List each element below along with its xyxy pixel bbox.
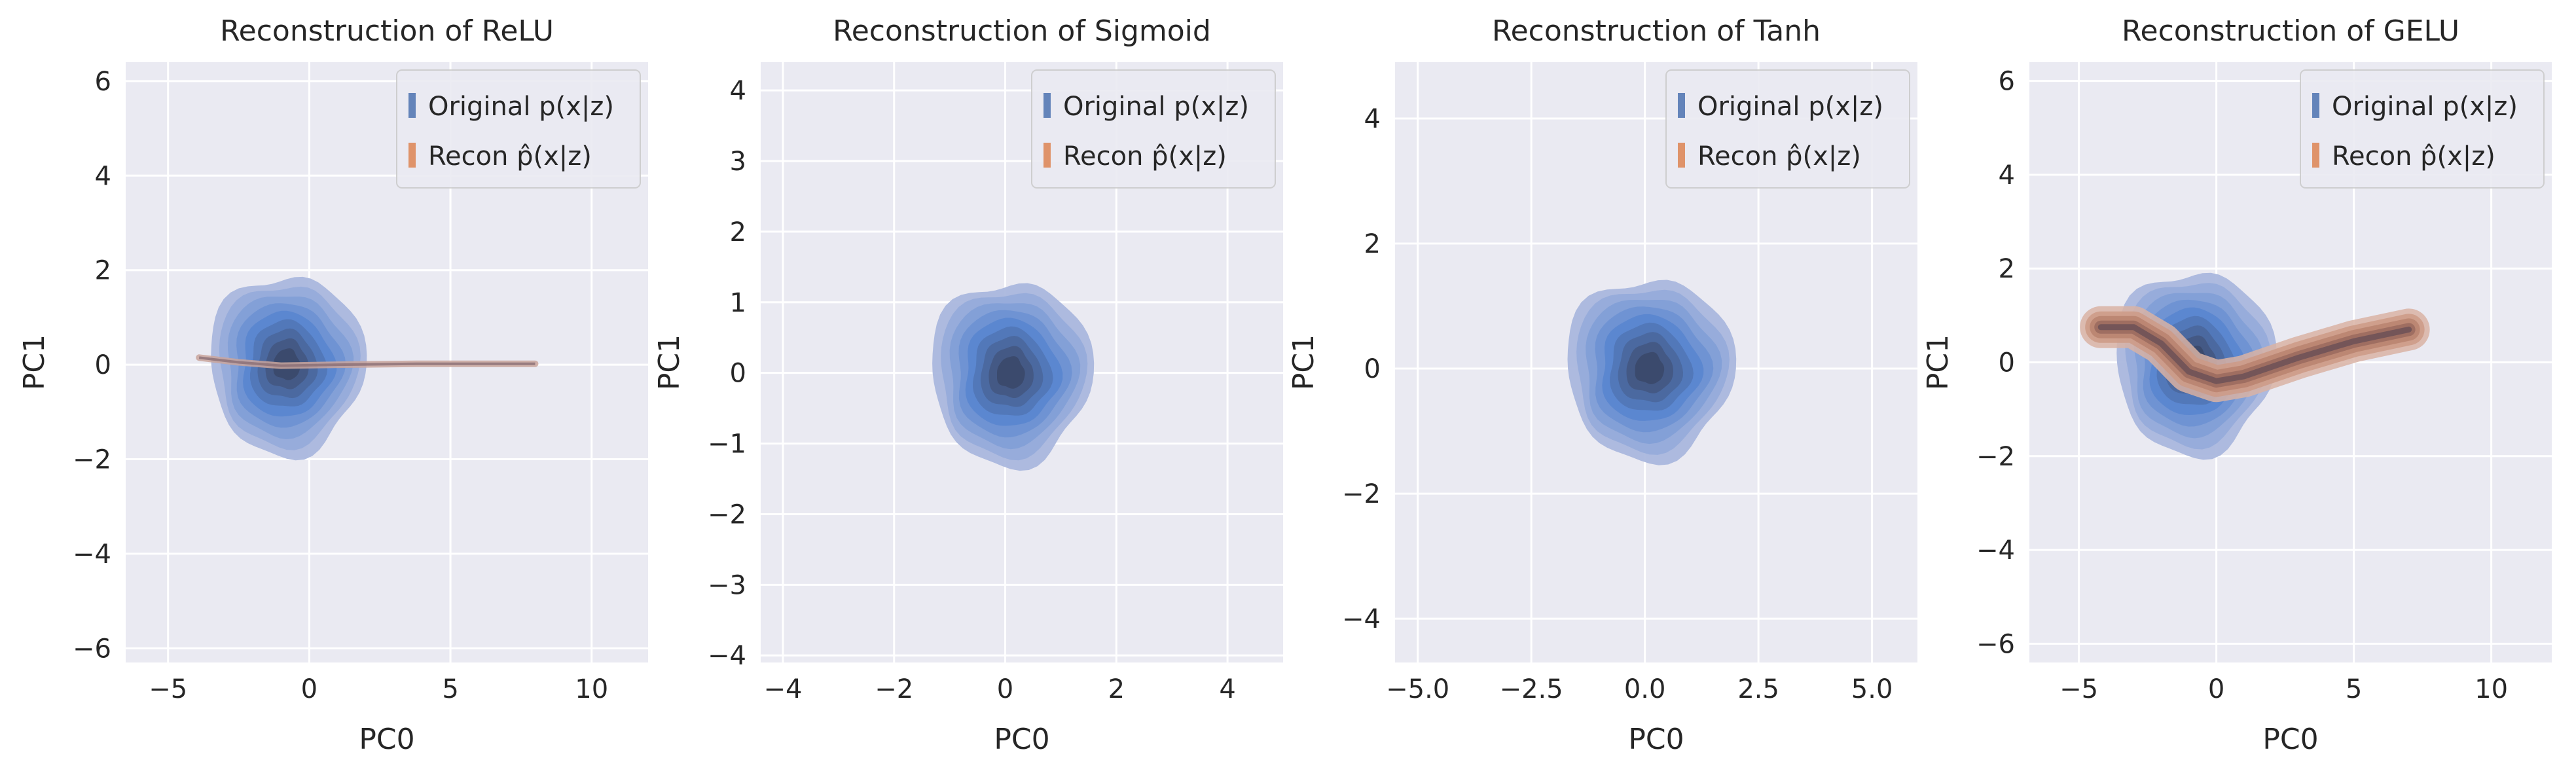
- recon-density-core: [198, 356, 535, 367]
- x-tick-label: 4: [1219, 674, 1235, 704]
- legend-swatch-recon: [1043, 143, 1051, 168]
- y-tick-label: 6: [1999, 67, 2015, 97]
- legend: Original p(x|z) Recon p̂(x|z): [2300, 69, 2545, 189]
- legend-swatch-original: [408, 93, 416, 118]
- y-tick-label: 1: [730, 288, 746, 318]
- y-tick-label: −4: [1342, 604, 1381, 634]
- chart-title: Reconstruction of Tanh: [1492, 14, 1821, 48]
- x-tick-label: 2: [1108, 674, 1125, 704]
- original-density-contour: [1635, 352, 1665, 384]
- density-layer: [1567, 280, 1737, 465]
- chart-panel-1: Reconstruction of ReLU −5 0 5 10 −6 −4 −2 0 2 4 6 PC…: [18, 14, 648, 756]
- legend-swatch-recon: [408, 143, 416, 168]
- y-tick-label: 6: [95, 67, 111, 97]
- chart-panel-3: Reconstruction of Tanh −5.0 −2.5 0.0 2.5 5.0 −…: [1287, 14, 1917, 756]
- y-tick-label: 2: [1364, 229, 1381, 259]
- x-tick-label: −5: [149, 674, 187, 704]
- y-axis-label: PC1: [1287, 335, 1320, 390]
- legend-box: [1031, 69, 1276, 189]
- y-tick-label: −2: [1342, 479, 1381, 509]
- x-axis-label: PC0: [1628, 723, 1684, 756]
- chart-panel-2: Reconstruction of Sigmoid −4 −2 0 2 4 −4 −3 −2 −1…: [653, 14, 1283, 756]
- y-tick-label: 2: [95, 256, 111, 286]
- y-tick-label: −6: [1976, 629, 2015, 659]
- legend-label-original: Original p(x|z): [1063, 92, 1249, 122]
- legend-swatch-original: [1043, 93, 1051, 118]
- y-tick-label: −2: [708, 499, 746, 530]
- y-tick-label: 4: [1999, 160, 2015, 190]
- legend-swatch-original: [2312, 93, 2319, 118]
- y-tick-label: 0: [1999, 348, 2015, 378]
- x-tick-label: 0: [301, 674, 317, 704]
- x-tick-label: −2: [875, 674, 913, 704]
- legend: Original p(x|z) Recon p̂(x|z): [1031, 69, 1276, 189]
- legend-label-recon: Recon p̂(x|z): [1697, 141, 1861, 172]
- y-tick-label: 4: [1364, 104, 1381, 134]
- x-axis-label: PC0: [994, 723, 1049, 756]
- legend: Original p(x|z) Recon p̂(x|z): [396, 69, 641, 189]
- y-axis-label: PC1: [1921, 335, 1955, 390]
- x-tick-label: 10: [575, 674, 608, 704]
- legend: Original p(x|z) Recon p̂(x|z): [1665, 69, 1910, 189]
- density-layer: [196, 276, 539, 461]
- chart-title: Reconstruction of GELU: [2122, 14, 2459, 48]
- x-tick-label: 5: [442, 674, 458, 704]
- legend-swatch-recon: [1678, 143, 1685, 168]
- y-axis-label: PC1: [18, 335, 51, 390]
- legend-box: [1665, 69, 1910, 189]
- density-layer: [2080, 272, 2430, 460]
- y-tick-label: 2: [730, 217, 746, 247]
- y-tick-label: 0: [730, 359, 746, 389]
- chart-title: Reconstruction of Sigmoid: [833, 14, 1211, 48]
- y-tick-label: 4: [95, 161, 111, 191]
- y-tick-label: 2: [1999, 254, 2015, 284]
- chart-panel-4: Reconstruction of GELU −5 0 5 10 −6 −4 −2 0 2 4 6 PC…: [1921, 14, 2552, 756]
- x-tick-label: −4: [763, 674, 802, 704]
- y-tick-label: −6: [73, 634, 111, 664]
- y-tick-label: −4: [73, 539, 111, 570]
- y-tick-label: −1: [708, 429, 746, 460]
- x-tick-label: 0: [2208, 674, 2224, 704]
- y-tick-label: −4: [1976, 535, 2015, 566]
- x-tick-label: 0.0: [1624, 674, 1666, 704]
- y-tick-label: 0: [1364, 354, 1381, 384]
- x-axis-label: PC0: [359, 723, 414, 756]
- y-tick-label: −2: [73, 445, 111, 475]
- x-tick-label: −5.0: [1386, 674, 1449, 704]
- x-tick-label: 10: [2475, 674, 2508, 704]
- original-density-contour: [997, 356, 1025, 389]
- legend-swatch-original: [1678, 93, 1685, 118]
- x-axis-label: PC0: [2262, 723, 2318, 756]
- legend-box: [2300, 69, 2545, 189]
- y-tick-label: 0: [95, 350, 111, 380]
- legend-label-recon: Recon p̂(x|z): [428, 141, 592, 172]
- legend-label-original: Original p(x|z): [1697, 92, 1883, 122]
- legend-swatch-recon: [2312, 143, 2319, 168]
- x-tick-label: 2.5: [1737, 674, 1779, 704]
- x-tick-label: 5.0: [1851, 674, 1893, 704]
- y-axis-label: PC1: [653, 335, 686, 390]
- x-tick-label: 0: [997, 674, 1013, 704]
- density-layer: [932, 283, 1095, 471]
- legend-label-original: Original p(x|z): [2332, 92, 2518, 122]
- legend-label-original: Original p(x|z): [428, 92, 614, 122]
- legend-box: [396, 69, 641, 189]
- y-tick-label: 3: [730, 147, 746, 177]
- legend-label-recon: Recon p̂(x|z): [2332, 141, 2495, 172]
- x-tick-label: 5: [2346, 674, 2362, 704]
- legend-label-recon: Recon p̂(x|z): [1063, 141, 1227, 172]
- y-tick-label: −3: [708, 570, 746, 600]
- y-tick-label: −4: [708, 641, 746, 671]
- chart-title: Reconstruction of ReLU: [220, 14, 554, 48]
- y-tick-label: 4: [730, 76, 746, 106]
- x-tick-label: −5: [2059, 674, 2098, 704]
- y-tick-label: −2: [1976, 442, 2015, 472]
- recon-density-contour: [2097, 324, 2412, 384]
- x-tick-label: −2.5: [1500, 674, 1563, 704]
